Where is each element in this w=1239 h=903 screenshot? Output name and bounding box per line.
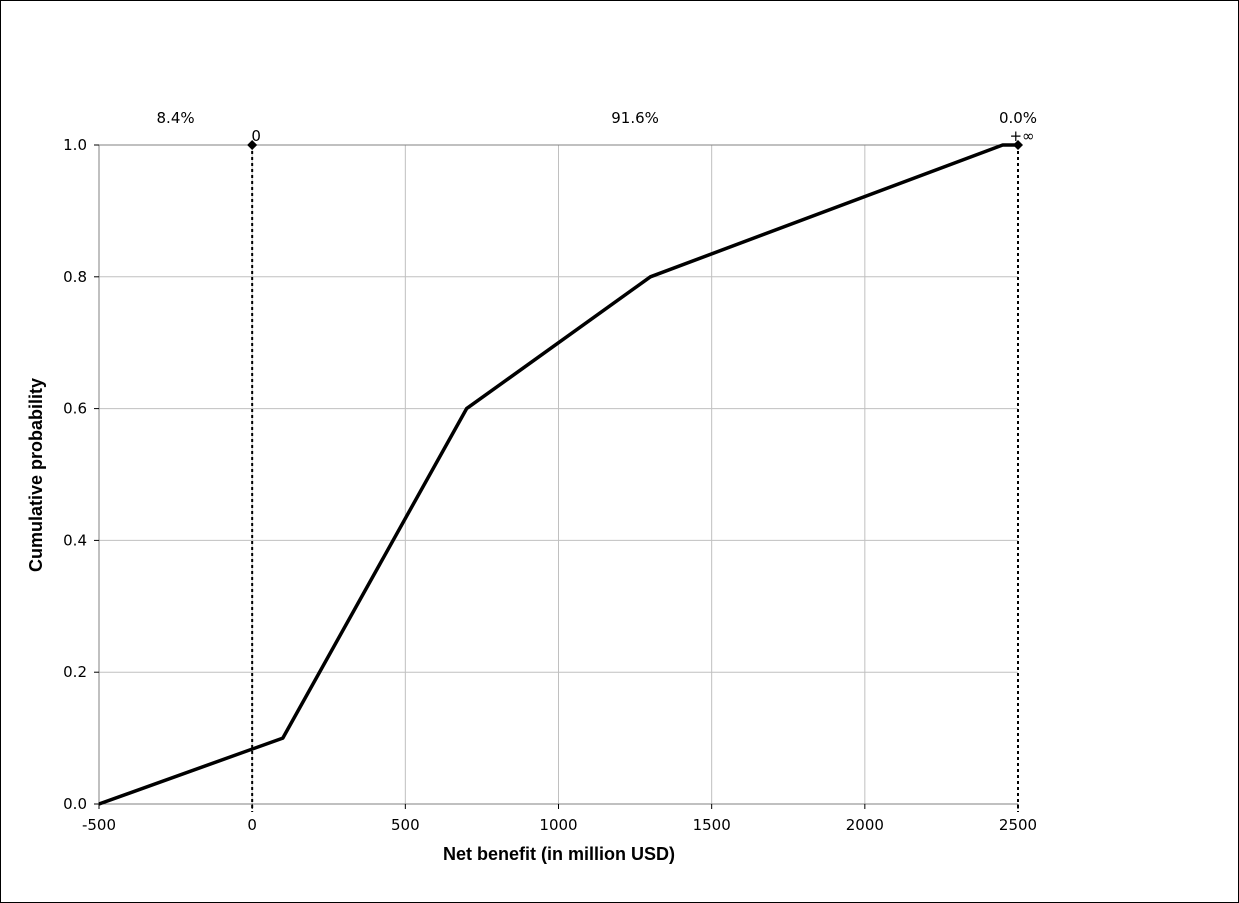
region-percentage: 8.4% xyxy=(157,109,195,127)
x-tick-label: 2000 xyxy=(846,816,884,834)
region-percentage: 0.0% xyxy=(999,109,1037,127)
y-tick-label: 0.6 xyxy=(63,400,87,418)
x-tick-label: -500 xyxy=(82,816,116,834)
x-tick-label: 500 xyxy=(391,816,420,834)
cumulative-line xyxy=(98,143,1018,806)
grid-lines xyxy=(99,144,1018,804)
y-axis-title: Cumulative probability xyxy=(26,378,46,572)
region-percentage: 91.6% xyxy=(611,109,659,127)
marker-label: 0 xyxy=(251,127,261,145)
y-tick-label: 0.4 xyxy=(63,531,87,549)
x-axis-title: Net benefit (in million USD) xyxy=(443,844,675,864)
y-tick-label: 0.0 xyxy=(63,795,87,813)
annotations: 0 +∞ 8.4% 91.6% 0.0% xyxy=(157,109,1038,145)
x-tick-label: 0 xyxy=(247,816,257,834)
y-tick-label: 1.0 xyxy=(63,136,87,154)
x-tick-label: 1500 xyxy=(693,816,731,834)
marker-points xyxy=(247,140,1023,150)
tick-labels: 0.0 0.2 0.4 0.6 0.8 1.0 -500 0 500 1000 1500 2000 25… xyxy=(63,136,1037,834)
marker-label: +∞ xyxy=(1009,127,1034,145)
series xyxy=(98,143,1018,806)
marker-diamond xyxy=(1013,140,1023,150)
x-tick-label: 2500 xyxy=(999,816,1037,834)
y-tick-label: 0.2 xyxy=(63,663,87,681)
marker-diamond xyxy=(247,140,258,150)
marker-lines xyxy=(251,145,1019,812)
y-tick-label: 0.8 xyxy=(63,268,87,286)
x-tick-label: 1000 xyxy=(539,816,577,834)
